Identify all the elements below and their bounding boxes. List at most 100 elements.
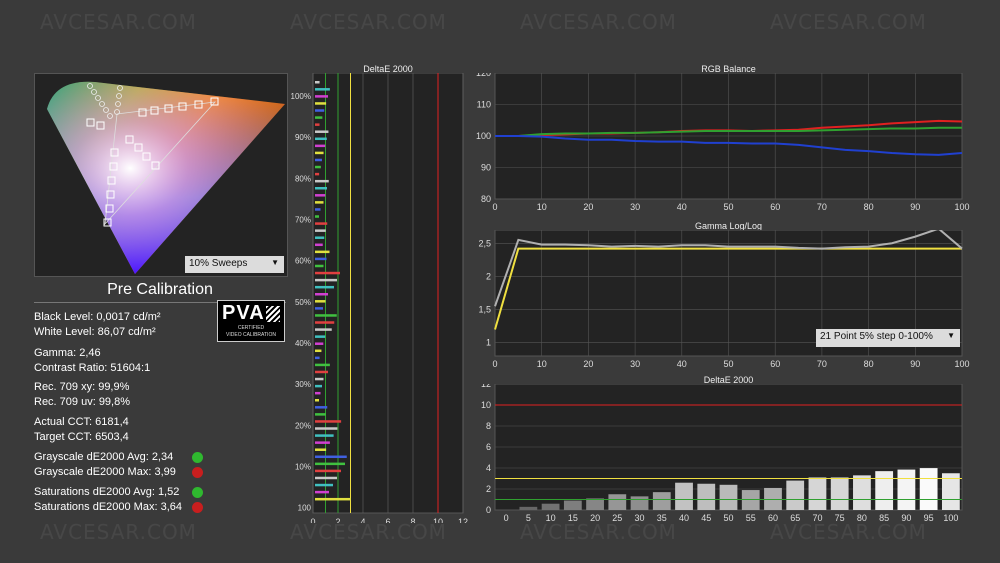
tick-label: 85 [879,513,889,523]
bar [315,88,330,91]
gamma-value: Gamma: 2,46 [34,347,101,359]
chart-title: DeltaE 2000 [703,375,754,385]
cie-diagram [47,81,285,275]
bar [315,123,320,126]
bar [315,377,324,381]
tick-label: 55 [746,513,756,523]
tick-label: 40 [677,359,687,369]
tick-label: 0 [486,505,491,515]
bar [315,420,342,423]
caption-divider [34,302,286,303]
bar [919,468,938,510]
tick-label: 10 [546,513,556,523]
tick-label: 50 [723,359,733,369]
pva-logo-main: PVA [222,302,265,324]
white-level: White Level: 86,07 cd/m² [34,326,156,338]
tick-label: 20% [295,421,311,430]
bar [897,469,916,510]
tick-label: 60% [295,257,311,266]
tick-label: 100 [943,513,958,523]
bar [315,462,345,466]
tick-label: 0 [492,359,497,369]
tick-label: 40 [679,513,689,523]
points-dropdown-label: 21 Point 5% step 0-100% [820,331,933,342]
watermark: AVCESAR.COM [520,10,677,34]
tick-label: 20 [590,513,600,523]
bar [315,116,323,119]
bar [315,243,323,247]
chevron-down-icon: ▼ [947,331,955,340]
bar [315,307,323,310]
bar [315,250,330,254]
bar [519,506,538,510]
chevron-down-icon: ▼ [271,258,279,267]
tick-label: 50 [723,513,733,523]
bar [315,314,337,317]
rec709-uv: Rec. 709 uv: 99,8% [34,396,131,408]
tick-label: 100 [954,202,969,212]
bar [315,137,327,141]
tick-label: 90 [910,359,920,369]
tick-label: 2 [335,517,340,523]
tick-label: 2 [486,484,491,494]
bar [830,477,849,510]
tick-label: 70 [817,202,827,212]
bar [315,257,327,261]
bar [315,81,320,84]
bar [315,293,328,296]
tick-label: 1,5 [478,305,491,315]
chart-title: Gamma Log/Log [694,221,763,231]
bar [764,487,782,510]
bar [315,208,321,211]
tick-label: 75 [835,513,845,523]
bar [315,384,322,388]
tick-label: 20 [583,359,593,369]
pva-logo-line2: VIDEO CALIBRATION [226,332,276,338]
bar [315,441,330,444]
tick-label: 10 [481,400,491,410]
tick-label: 0 [504,513,509,523]
bar [697,483,716,510]
bar [315,490,329,494]
tick-label: 100% [291,92,311,101]
bar [808,477,827,510]
bar [315,102,327,105]
tick-label: 80 [857,513,867,523]
sweeps-dropdown[interactable]: 10% Sweeps ▼ [185,256,284,273]
target-cct: Target CCT: 6503,4 [34,431,129,443]
bar [315,151,324,155]
bar [315,483,333,487]
tick-label: 90% [295,133,311,142]
tick-label: 20 [583,202,593,212]
bar [652,492,671,510]
tick-label: 30 [635,513,645,523]
bar [541,503,560,510]
tick-label: 6 [385,517,390,523]
bar [315,201,324,204]
gamma-chart: 0 10 20 30 40 50 60 70 80 90 100 2,5 2 1,5 1 [478,230,970,369]
tick-label: 100 [954,359,969,369]
tick-label: 10 [537,202,547,212]
bar [315,321,335,324]
pva-logo: PVA CERTIFIED VIDEO CALIBRATION [217,300,285,342]
watermark: AVCESAR.COM [40,10,197,34]
chart-title: RGB Balance [701,64,756,74]
tick-label: 0 [310,517,315,523]
bar [315,399,319,402]
tick-label: 50% [295,298,311,307]
tick-label: 2,5 [478,238,491,248]
points-dropdown[interactable]: 21 Point 5% step 0-100% ▼ [816,329,960,347]
tick-label: 80% [295,174,311,183]
bar [315,469,341,473]
watermark: AVCESAR.COM [520,520,677,544]
tick-label: 12 [481,384,491,389]
tick-label: 10% [295,462,311,471]
pva-logo-stripes [266,306,280,322]
tick-label: 70 [812,513,822,523]
bar [315,215,319,218]
bar [315,434,334,437]
status-fail-icon [192,467,203,478]
bar [315,172,320,176]
saturations-avg: Saturations dE2000 Avg: 1,52 [34,486,180,498]
tick-label: 6 [486,442,491,452]
